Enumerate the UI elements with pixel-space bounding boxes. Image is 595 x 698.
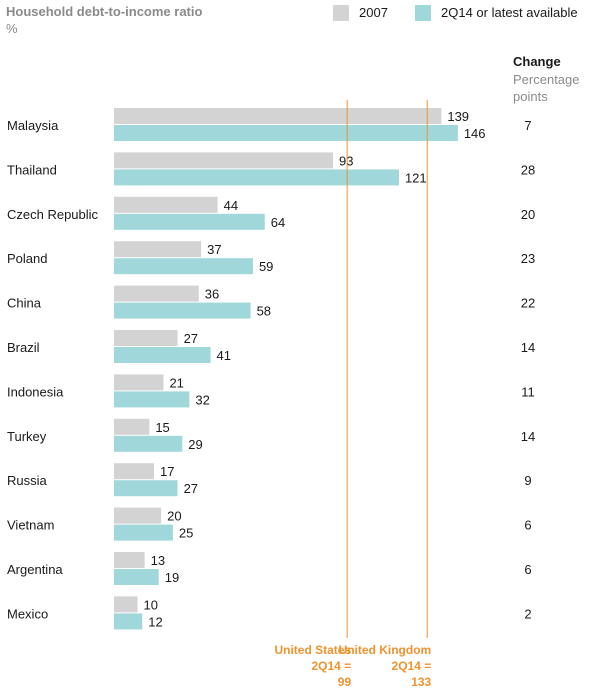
- data-label-malaysia-latest: 146: [464, 126, 486, 141]
- bar-argentina-latest: [114, 569, 159, 585]
- chart-title: Household debt-to-income ratio: [6, 4, 203, 19]
- legend-label-2007: 2007: [359, 5, 388, 20]
- reference-label-line: United Kingdom: [338, 643, 432, 657]
- bar-thailand-latest: [114, 169, 399, 186]
- category-label-russia: Russia: [7, 473, 48, 488]
- bar-brazil-latest: [114, 347, 211, 363]
- change-value-argentina: 6: [524, 562, 531, 577]
- change-value-russia: 9: [524, 473, 531, 488]
- change-value-mexico: 2: [524, 606, 531, 621]
- legend-swatch-latest: [415, 5, 431, 21]
- bar-argentina-2007: [114, 552, 145, 568]
- reference-label-united-states: United States 2Q14 = 99: [274, 642, 351, 690]
- category-label-mexico: Mexico: [7, 606, 48, 621]
- data-label-vietnam-2007: 20: [167, 509, 181, 524]
- bar-russia-latest: [114, 480, 178, 497]
- data-label-argentina-latest: 19: [165, 570, 179, 585]
- bar-malaysia-latest: [114, 125, 458, 141]
- data-label-turkey-2007: 15: [155, 420, 169, 435]
- bar-thailand-2007: [114, 152, 334, 169]
- data-label-poland-2007: 37: [207, 242, 221, 257]
- category-label-argentina: Argentina: [7, 562, 63, 577]
- category-label-poland: Poland: [7, 251, 47, 266]
- bar-indonesia-latest: [114, 391, 190, 408]
- category-label-vietnam: Vietnam: [7, 518, 54, 533]
- reference-label-line: United States: [274, 643, 352, 657]
- data-label-brazil-2007: 27: [184, 331, 198, 346]
- bar-mexico-latest: [114, 613, 143, 630]
- data-label-vietnam-latest: 25: [179, 526, 193, 541]
- data-label-poland-latest: 59: [259, 259, 273, 274]
- bar-poland-2007: [114, 241, 202, 258]
- data-label-malaysia-2007: 139: [447, 109, 469, 124]
- reference-label-line: 99: [337, 675, 352, 689]
- change-value-indonesia: 11: [521, 384, 535, 399]
- change-value-china: 22: [521, 296, 535, 311]
- data-label-mexico-2007: 10: [144, 597, 158, 612]
- legend-swatch-2007: [333, 5, 349, 21]
- change-value-turkey: 14: [521, 429, 535, 444]
- data-label-brazil-latest: 41: [217, 348, 231, 363]
- category-label-brazil: Brazil: [7, 340, 40, 355]
- change-column-subtitle: Percentage points: [513, 72, 580, 104]
- data-label-argentina-2007: 13: [151, 553, 165, 568]
- reference-label-line: 2Q14 =: [311, 659, 352, 673]
- category-label-turkey: Turkey: [7, 429, 47, 444]
- change-value-brazil: 14: [521, 340, 535, 355]
- bar-czech-republic-2007: [114, 196, 218, 213]
- bar-czech-republic-latest: [114, 213, 265, 230]
- chart-unit: %: [6, 21, 18, 36]
- bar-poland-latest: [114, 258, 253, 275]
- data-label-indonesia-2007: 21: [169, 375, 183, 390]
- bar-turkey-2007: [114, 418, 150, 435]
- reference-label-line: 2Q14 =: [391, 659, 432, 673]
- category-label-china: China: [7, 296, 42, 311]
- data-label-indonesia-latest: 32: [195, 392, 209, 407]
- bar-vietnam-latest: [114, 524, 173, 541]
- reference-label-line: 133: [411, 675, 432, 689]
- data-label-czech-republic-latest: 64: [271, 215, 285, 230]
- change-column-title: Change: [513, 54, 561, 69]
- category-label-malaysia: Malaysia: [7, 118, 59, 133]
- change-value-malaysia: 7: [524, 118, 531, 133]
- category-label-thailand: Thailand: [7, 162, 57, 177]
- change-value-thailand: 28: [521, 162, 535, 177]
- data-label-turkey-latest: 29: [188, 437, 202, 452]
- category-label-indonesia: Indonesia: [7, 384, 64, 399]
- data-label-china-2007: 36: [205, 287, 219, 302]
- bar-vietnam-2007: [114, 507, 162, 524]
- data-label-russia-latest: 27: [184, 481, 198, 496]
- data-label-china-latest: 58: [257, 304, 271, 319]
- bar-mexico-2007: [114, 596, 138, 613]
- bar-indonesia-2007: [114, 374, 164, 391]
- reference-label-united-kingdom: United Kingdom 2Q14 = 133: [339, 642, 432, 690]
- data-label-thailand-2007: 93: [339, 153, 353, 168]
- category-label-czech-republic: Czech Republic: [7, 207, 99, 222]
- bar-china-latest: [114, 302, 251, 319]
- data-label-thailand-latest: 121: [405, 170, 427, 185]
- legend-label-latest: 2Q14 or latest available: [441, 5, 578, 20]
- bar-brazil-2007: [114, 330, 178, 346]
- bar-turkey-latest: [114, 435, 183, 452]
- bar-china-2007: [114, 285, 199, 302]
- data-label-russia-2007: 17: [160, 464, 174, 479]
- change-value-czech-republic: 20: [521, 207, 535, 222]
- data-label-czech-republic-2007: 44: [224, 198, 238, 213]
- bar-russia-2007: [114, 463, 155, 480]
- change-value-vietnam: 6: [524, 518, 531, 533]
- bar-malaysia-2007: [114, 108, 442, 124]
- data-label-mexico-latest: 12: [148, 614, 162, 629]
- change-value-poland: 23: [521, 251, 535, 266]
